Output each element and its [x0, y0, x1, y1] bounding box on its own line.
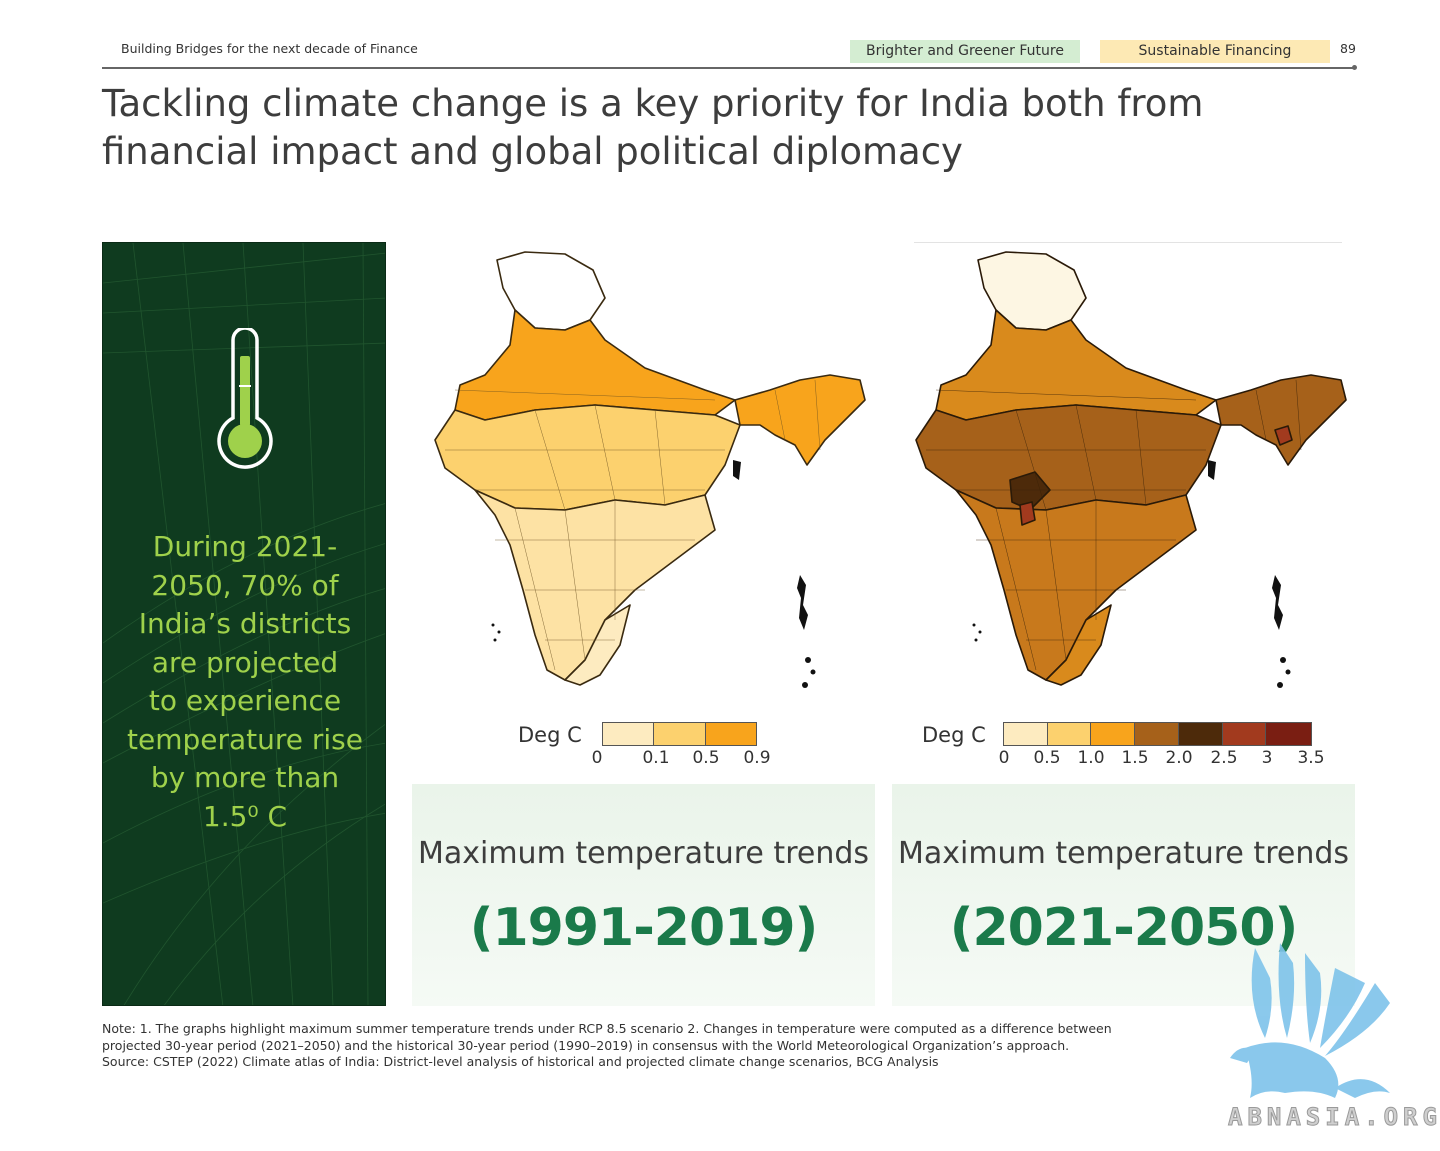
- page-number: 89: [1340, 41, 1356, 56]
- legend-tick: 0: [591, 748, 603, 768]
- section-tag-yellow: Sustainable Financing: [1100, 40, 1330, 63]
- map-top-rule: [914, 242, 1342, 243]
- header-divider: [102, 65, 1357, 70]
- legend-tick: 0: [998, 748, 1010, 768]
- background-lines: [103, 243, 385, 1005]
- griffin-logo-icon: [1230, 943, 1390, 1098]
- legend-swatch: [1222, 723, 1267, 745]
- legend-swatch: [654, 723, 706, 745]
- legend-tick: 3: [1261, 748, 1273, 768]
- legend-swatch: [603, 723, 655, 745]
- legend-bar-historical: [602, 722, 757, 746]
- legend-tick: 1.5: [1121, 748, 1149, 768]
- thermometer-icon: [217, 328, 273, 469]
- caption-panel-projected: Maximum temperature trends (2021-2050): [892, 784, 1355, 1006]
- document-header: Building Bridges for the next decade of …: [121, 41, 418, 56]
- caption-panel-historical: Maximum temperature trends (1991-2019): [412, 784, 875, 1006]
- panel-title: Maximum temperature trends: [417, 836, 870, 871]
- panel-period: (1991-2019): [469, 898, 819, 958]
- legend-tick: 0.5: [1033, 748, 1061, 768]
- legend-swatch: [705, 723, 756, 745]
- legend-swatch: [1135, 723, 1179, 745]
- panel-title: Maximum temperature trends: [897, 836, 1350, 871]
- india-map-historical: [434, 251, 866, 688]
- legend-swatch: [1004, 723, 1048, 745]
- legend-swatch: [1178, 723, 1223, 745]
- legend-swatch: [1047, 723, 1092, 745]
- legend-tick: 0.9: [743, 748, 771, 768]
- panel-period: (2021-2050): [949, 898, 1299, 958]
- legend-bar-projected: [1003, 722, 1312, 746]
- legend-swatch: [1266, 723, 1312, 745]
- footnote-line: Note: 1. The graphs highlight maximum su…: [102, 1021, 1112, 1036]
- legend-label-projected: Deg C: [922, 723, 986, 747]
- callout-text: During 2021- 2050, 70% of India’s distri…: [126, 530, 363, 833]
- page-title: Tackling climate change is a key priorit…: [102, 82, 1204, 173]
- footnotes: Note: 1. The graphs highlight maximum su…: [102, 1021, 1112, 1071]
- india-map-projected: [915, 251, 1347, 688]
- watermark-text: ABNASIA.ORG: [1228, 1103, 1440, 1132]
- legend-swatch: [1091, 723, 1136, 745]
- legend-label-historical: Deg C: [518, 723, 582, 747]
- legend-tick: 1.0: [1077, 748, 1105, 768]
- side-callout-panel: During 2021- 2050, 70% of India’s distri…: [102, 242, 386, 1006]
- footnote-line: Source: CSTEP (2022) Climate atlas of In…: [102, 1054, 939, 1069]
- section-tag-green: Brighter and Greener Future: [850, 40, 1080, 63]
- footnote-line: projected 30-year period (2021–2050) and…: [102, 1037, 1070, 1053]
- legend-tick: 2.0: [1165, 748, 1193, 768]
- legend-tick: 2.5: [1210, 748, 1238, 768]
- legend-tick: 0.5: [692, 748, 720, 768]
- legend-tick: 0.1: [642, 748, 670, 768]
- legend-tick: 3.5: [1297, 748, 1325, 768]
